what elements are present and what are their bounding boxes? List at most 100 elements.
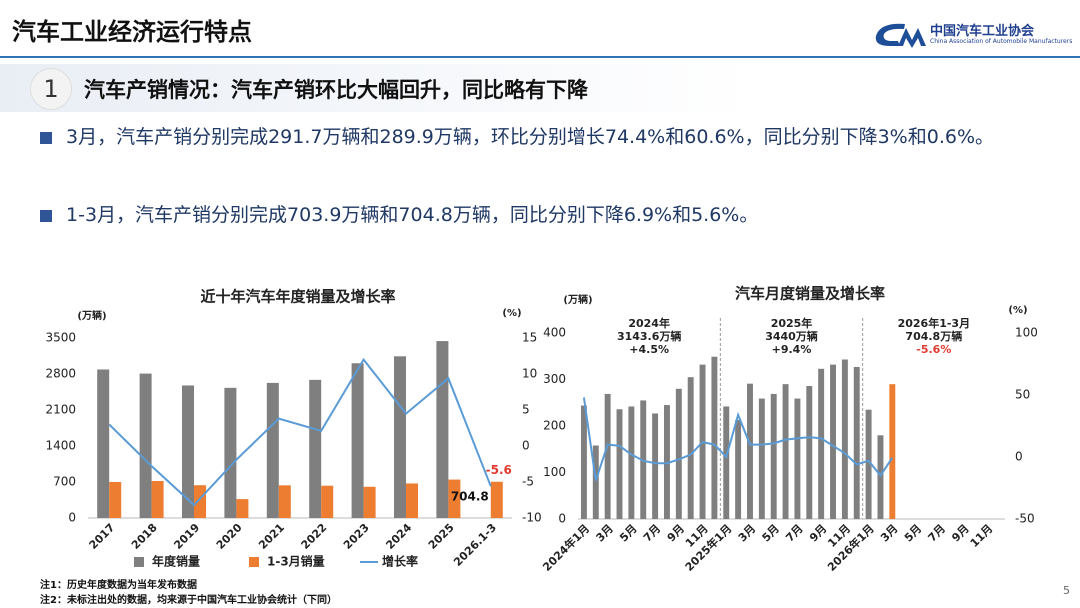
annotation: 3143.6万辆 xyxy=(617,329,681,343)
x-tick-label: 3月 xyxy=(878,522,900,544)
bar xyxy=(841,359,848,519)
y2-axis-label: (%) xyxy=(502,308,521,319)
bar xyxy=(436,341,449,518)
x-tick-label: 3月 xyxy=(736,522,758,544)
y-axis-label: (万辆) xyxy=(77,309,106,322)
bar xyxy=(151,480,164,518)
bar xyxy=(711,356,718,519)
note: 注1：历史年度数据为当年发布数据 xyxy=(40,580,197,591)
y2-tick-label: 100 xyxy=(1015,326,1038,340)
bar xyxy=(628,406,635,519)
x-tick-label: 2026.1-3 xyxy=(451,521,499,569)
y2-tick-label: 5 xyxy=(522,403,530,417)
y2-tick-label: 15 xyxy=(522,331,537,345)
legend-swatch xyxy=(134,557,144,567)
legend-label: 增长率 xyxy=(382,554,418,569)
bar xyxy=(675,388,682,519)
y2-tick-label: 10 xyxy=(522,367,537,381)
bar xyxy=(818,368,825,519)
y-tick-label: 100 xyxy=(543,465,566,479)
bar xyxy=(224,387,237,518)
bar xyxy=(580,405,587,519)
y2-tick-label: -10 xyxy=(522,511,542,525)
y-axis-label: (万辆) xyxy=(563,293,592,306)
legend-swatch xyxy=(249,557,259,567)
x-tick-label: 2020 xyxy=(214,521,245,552)
note: 注2：未标注出处的数据，均来源于中国汽车工业协会统计（下同） xyxy=(40,595,337,606)
x-tick-label: 11月 xyxy=(968,522,996,550)
bar xyxy=(889,384,896,519)
logo-mark xyxy=(898,28,926,48)
y-tick-label: 1400 xyxy=(45,439,76,453)
logo-mark xyxy=(875,23,905,46)
bar xyxy=(830,364,836,519)
bar xyxy=(97,369,110,518)
annotation: +9.4% xyxy=(772,343,812,356)
legend-label: 1-3月销量 xyxy=(267,554,325,569)
bar xyxy=(351,363,364,518)
x-tick-label: 3月 xyxy=(594,522,616,544)
y-tick-label: 200 xyxy=(543,419,566,433)
bar xyxy=(723,406,730,519)
bar xyxy=(865,409,872,519)
x-tick-label: 7月 xyxy=(926,522,948,544)
y2-axis-label: (%) xyxy=(1008,305,1027,316)
x-tick-label: 5月 xyxy=(902,522,924,544)
y-tick-label: 3500 xyxy=(45,331,76,345)
chart-title: 汽车月度销量及增长率 xyxy=(735,285,885,303)
bar xyxy=(663,405,670,519)
bar xyxy=(782,384,789,519)
x-tick-label: 2019 xyxy=(171,521,202,552)
bar xyxy=(394,356,406,518)
bar xyxy=(266,382,279,518)
y2-tick-label: -50 xyxy=(1015,512,1035,526)
bar xyxy=(321,485,334,518)
bar xyxy=(490,481,503,518)
y-tick-label: 2100 xyxy=(45,403,76,417)
y-tick-label: 400 xyxy=(543,326,566,340)
bar xyxy=(194,485,206,518)
x-tick-label: 2018 xyxy=(129,521,160,552)
bar xyxy=(758,398,765,519)
bar xyxy=(592,445,599,519)
bullet: 3月，汽车产销分别完成291.7万辆和289.9万辆，环比分别增长74.4%和6… xyxy=(40,122,1080,153)
y2-tick-label: -5 xyxy=(522,475,534,489)
bar xyxy=(616,409,623,519)
x-tick-label: 2024年1月 xyxy=(540,521,593,574)
bar xyxy=(182,385,194,518)
page-title: 汽车工业经济运行特点 xyxy=(12,18,252,46)
bar xyxy=(406,483,418,518)
chart-title: 近十年汽车年度销量及增长率 xyxy=(200,288,395,306)
org-name-en: China Association of Automobile Manufact… xyxy=(930,38,1073,45)
x-tick-label: 5月 xyxy=(760,522,782,544)
bar xyxy=(747,383,753,519)
bar xyxy=(652,413,659,519)
bullet: 1-3月，汽车产销分别完成703.9万辆和704.8万辆，同比分别下降6.9%和… xyxy=(40,200,1080,231)
y-tick-label: 0 xyxy=(558,512,566,526)
data-label: -5.6 xyxy=(486,463,512,477)
bar xyxy=(309,379,322,518)
section-band xyxy=(0,64,1080,112)
x-tick-label: 7月 xyxy=(641,522,663,544)
x-tick-label: 7月 xyxy=(783,522,805,544)
bar xyxy=(794,398,801,519)
x-tick-label: 2024 xyxy=(383,521,414,552)
y-tick-label: 0 xyxy=(68,511,76,525)
x-tick-label: 2022 xyxy=(299,521,330,552)
bar xyxy=(278,485,291,518)
x-tick-label: 5月 xyxy=(617,522,639,544)
org-name: 中国汽车工业协会 xyxy=(930,24,1035,39)
bar xyxy=(806,386,813,519)
legend-label: 年度销量 xyxy=(152,554,200,569)
x-tick-label: 2017 xyxy=(87,521,118,552)
bar xyxy=(139,373,152,518)
annotation: -5.6% xyxy=(916,343,951,356)
bar xyxy=(735,419,742,519)
y-tick-label: 2800 xyxy=(45,367,76,381)
annotation: 2026年1-3月 xyxy=(898,316,971,330)
bar xyxy=(604,393,611,519)
section-number: 1 xyxy=(30,68,72,110)
bar xyxy=(448,479,461,518)
